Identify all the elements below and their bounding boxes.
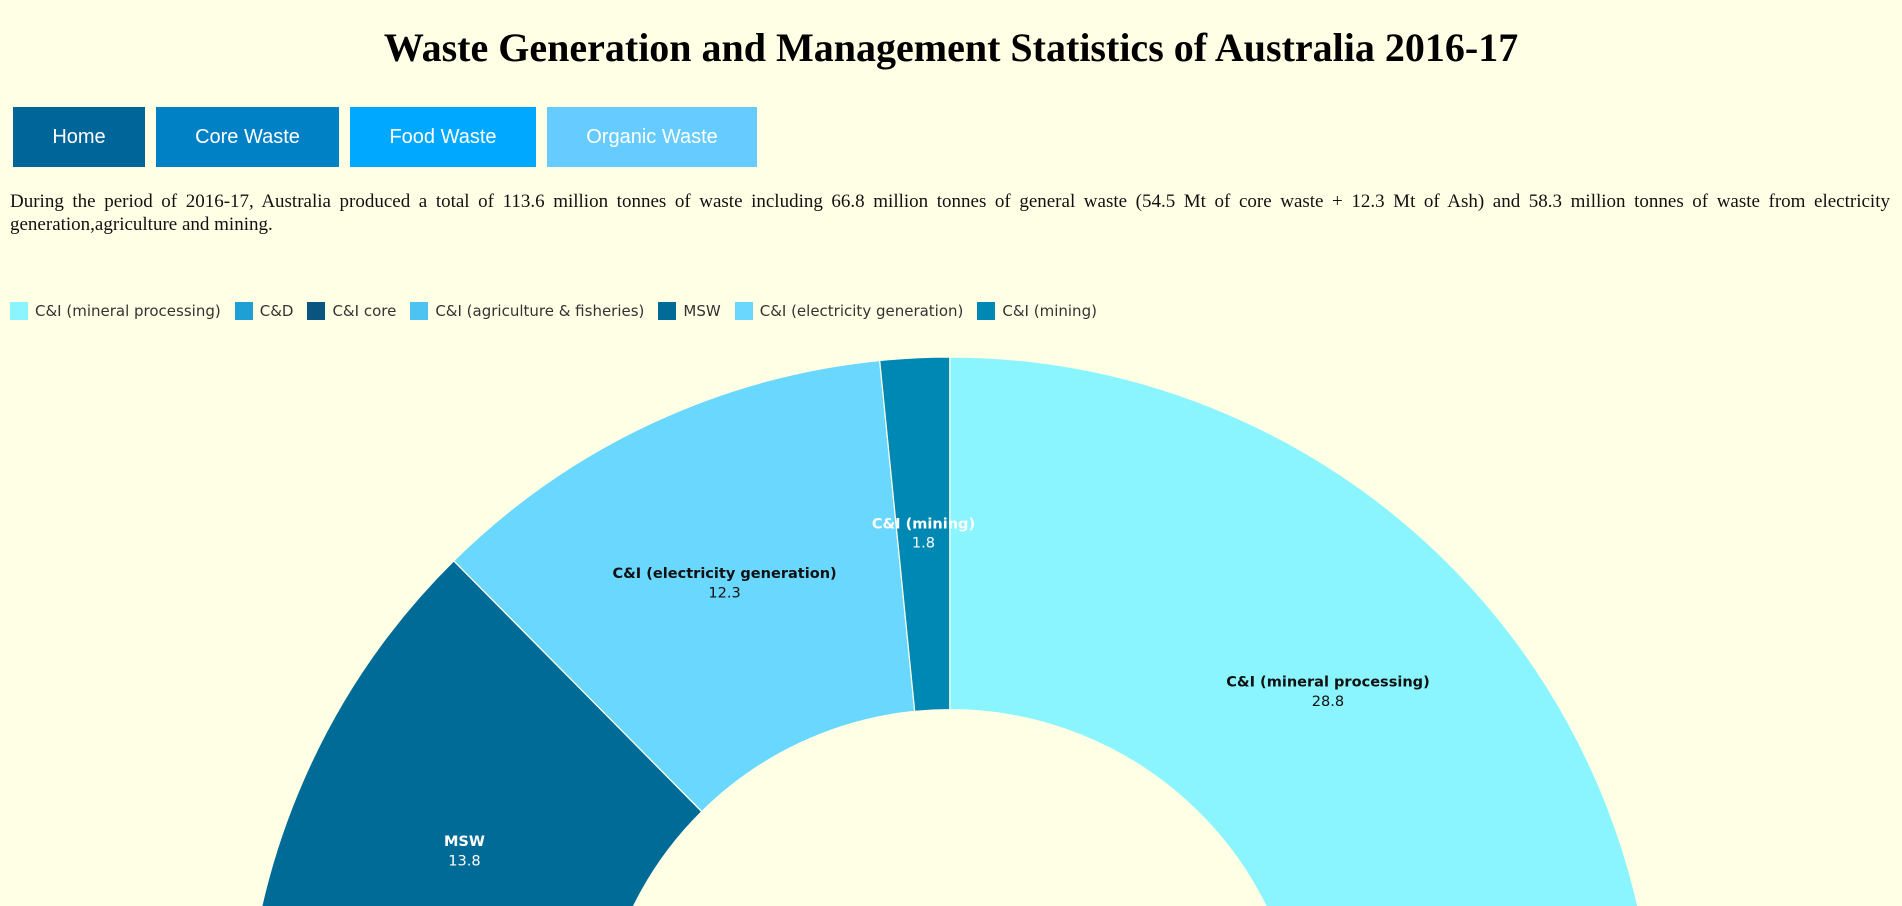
slice-label: C&I (mineral processing) [1226, 675, 1429, 691]
legend-item: C&I (mineral processing) [10, 302, 221, 320]
page-title: Waste Generation and Management Statisti… [383, 25, 1519, 70]
legend-item: C&D [234, 302, 294, 320]
legend-label: MSW [683, 302, 721, 320]
donut-slice [452, 359, 916, 813]
legend-label: C&I (mineral processing) [35, 302, 221, 320]
slice-label: MSW [444, 834, 485, 850]
legend-swatch [307, 302, 326, 320]
donut-slice [879, 356, 951, 713]
legend-swatch [977, 302, 996, 320]
nav-button[interactable]: Organic Waste [547, 107, 757, 167]
slice-value: 12.3 [708, 585, 740, 601]
legend-label: C&D [259, 302, 294, 320]
slice-value: 28.8 [1312, 694, 1344, 710]
legend-swatch [10, 302, 28, 320]
slice-value: 1.8 [912, 536, 935, 552]
intro-text: During the period of 2016-17, Australia … [10, 191, 1890, 235]
slice-value: 13.8 [448, 854, 480, 870]
legend-swatch [658, 302, 677, 320]
nav-button[interactable]: Core Waste [156, 107, 339, 167]
legend-label: C&I (agriculture & fisheries) [435, 302, 645, 320]
nav-bar: Home Core Waste Food Waste Organic Waste [13, 107, 757, 167]
legend-swatch [410, 302, 429, 320]
nav-button[interactable]: Food Waste [350, 107, 536, 167]
legend-label: C&I core [332, 302, 397, 320]
chart: C&I (mineral processing)28.8C&D20.4C&I c… [261, 356, 1639, 906]
legend-item: C&I (agriculture & fisheries) [410, 302, 644, 320]
legend-label: C&I (electricity generation) [759, 302, 964, 320]
legend-swatch [734, 302, 753, 320]
donut-slice [949, 356, 1639, 906]
legend-swatch [234, 302, 253, 320]
legend-label: C&I (mining) [1002, 302, 1097, 320]
slice-label: C&I (mining) [872, 516, 975, 532]
legend-item: MSW [658, 302, 721, 320]
legend: C&I (mineral processing) C&D C&I core C&I (… [10, 302, 1097, 320]
nav-button[interactable]: Home [13, 107, 145, 167]
legend-item: C&I (electricity generation) [734, 302, 964, 320]
donut-slice [261, 559, 703, 906]
slice-label: C&I (electricity generation) [612, 566, 836, 582]
legend-item: C&I (mining) [977, 302, 1097, 320]
legend-item: C&I core [307, 302, 396, 320]
